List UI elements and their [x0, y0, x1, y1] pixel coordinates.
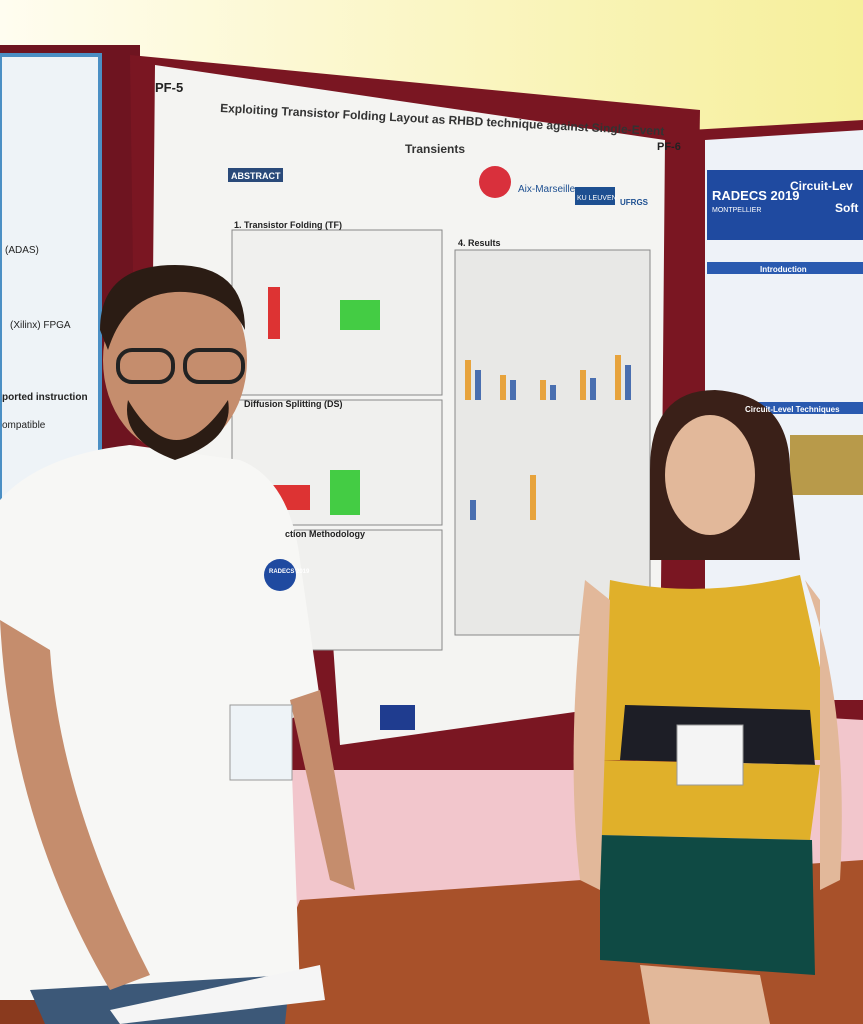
right-header [707, 170, 863, 240]
diagram-green [340, 300, 380, 330]
right-title: Soft [835, 201, 858, 215]
section-title: 1. Transistor Folding (TF) [234, 220, 342, 230]
poster-title: Transients [405, 142, 465, 156]
intro-bar [707, 262, 863, 274]
name-badge [676, 724, 744, 786]
man-face [103, 268, 247, 452]
section-title: ction Methodology [285, 529, 365, 539]
poster-text: ompatible [2, 420, 46, 431]
woman-top [600, 760, 820, 840]
logo-text: UFRGS [620, 198, 649, 207]
glasses [116, 348, 175, 384]
chart-bars [470, 365, 631, 520]
woman-arm [573, 580, 610, 890]
results-panel [454, 249, 651, 636]
section-title: Introduction [760, 265, 807, 274]
section-title: Diffusion Splitting (DS) [244, 399, 342, 409]
section-title: Circuit-Level Techniques [745, 405, 840, 414]
badge-pin [264, 559, 296, 591]
conference-city: MONTPELLIER [712, 207, 761, 214]
conference-name: RADECS 2019 [712, 188, 799, 203]
man-arm [290, 690, 355, 890]
poster-id: PF-6 [657, 141, 681, 153]
man-beard [126, 400, 229, 460]
glasses [183, 348, 245, 384]
badge-text: RADECS 2019 [269, 569, 310, 575]
woman-arm [805, 580, 842, 890]
woman-face [665, 415, 755, 535]
paper [110, 965, 325, 1024]
tf-panel [231, 229, 443, 396]
woman-skirt [600, 835, 815, 975]
poster-text: ported instruction [2, 392, 88, 403]
diagram-red [268, 287, 280, 339]
right-figure [790, 435, 863, 495]
section-title: ABSTRACT [231, 171, 281, 181]
woman-legs [640, 965, 770, 1024]
poster-text: (ADAS) [5, 245, 39, 256]
logo-text: KU LEUVEN [577, 195, 617, 202]
abstract-header [228, 168, 283, 182]
man-hair [100, 265, 245, 350]
poster-id: PF-5 [155, 80, 183, 95]
eu-flag [380, 705, 415, 730]
man-arm [0, 620, 150, 990]
poster-text: (Xilinx) FPGA [10, 320, 71, 331]
right-title: Circuit-Lev [790, 179, 853, 193]
logo-text: Aix-Marseille [518, 184, 576, 195]
name-badge [229, 704, 293, 781]
logo-ku [575, 187, 615, 205]
logo-amu [479, 166, 511, 198]
section-title: 4. Results [458, 238, 501, 248]
diagram-green [330, 470, 360, 515]
chart-bars [465, 355, 621, 520]
